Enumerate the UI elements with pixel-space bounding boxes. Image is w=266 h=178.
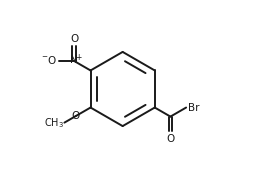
Text: O: O [70, 34, 78, 44]
Text: CH$_3$: CH$_3$ [44, 116, 64, 130]
Text: $^{-}$O: $^{-}$O [41, 54, 57, 66]
Text: +: + [75, 53, 82, 62]
Text: N: N [70, 55, 78, 65]
Text: O: O [166, 134, 174, 144]
Text: Br: Br [188, 103, 199, 112]
Text: O: O [72, 111, 80, 121]
